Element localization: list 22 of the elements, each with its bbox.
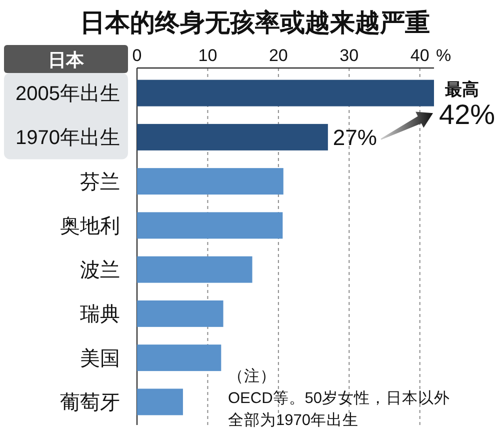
y-tick-label: 葡萄牙 <box>60 392 120 414</box>
x-tick-label: 10 <box>198 46 218 65</box>
y-tick-label: 美国 <box>80 348 120 370</box>
x-axis-title: % <box>436 46 452 65</box>
y-tick-label: 2005年出生 <box>16 83 120 106</box>
data-label: 27% <box>332 125 377 150</box>
x-tick-label: 30 <box>340 46 359 65</box>
x-tick-label: 20 <box>268 46 288 65</box>
data-label: 42% <box>439 99 496 130</box>
annotation: 最高 <box>445 80 479 100</box>
x-tick-label: 40 <box>410 46 430 65</box>
y-tick-label: 芬兰 <box>80 171 120 194</box>
y-tick-label: 奥地利 <box>60 215 120 238</box>
annotation: 全部为1970年出生 <box>228 412 358 429</box>
annotation: OECD等。50岁女性，日本以外 <box>228 390 450 407</box>
annotation: （注） <box>228 368 276 385</box>
y-tick-label: 瑞典 <box>80 304 120 326</box>
annotation: 日本 <box>48 50 84 70</box>
y-tick-label: 波兰 <box>80 260 120 282</box>
title: 日本的终身无孩率或越来越严重 <box>80 9 430 37</box>
x-tick-label: 0 <box>132 46 142 65</box>
y-tick-label: 1970年出生 <box>16 127 120 150</box>
